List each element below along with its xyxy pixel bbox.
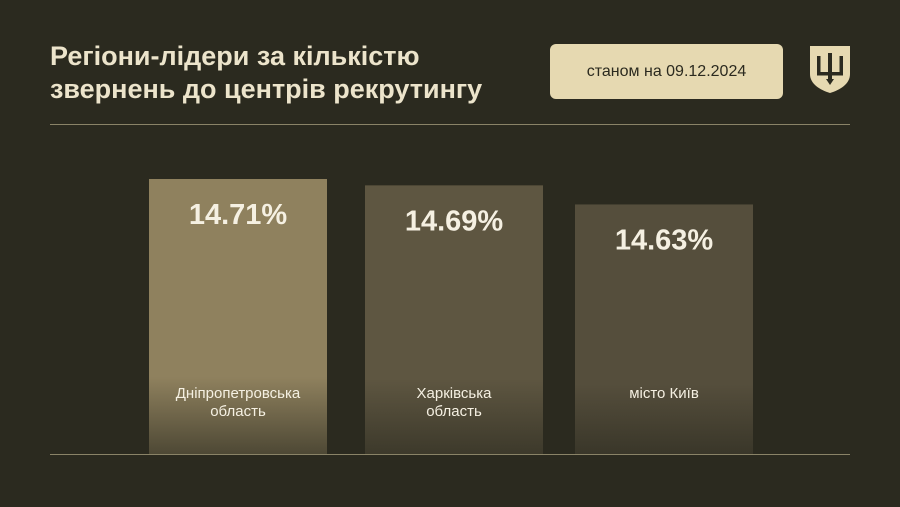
bar-category-label-0: Дніпропетровська область bbox=[176, 385, 301, 420]
top-divider bbox=[50, 124, 850, 125]
date-label: станом на 09.12.2024 bbox=[586, 62, 747, 80]
bar-category-label-1: Харківська область bbox=[417, 385, 493, 420]
bar-2 bbox=[575, 204, 753, 454]
bar-value-label-2: 14.63% bbox=[615, 224, 714, 256]
trident-shield-icon bbox=[810, 46, 850, 93]
bar-0 bbox=[149, 179, 327, 454]
bar-1 bbox=[365, 185, 543, 454]
bar-value-label-0: 14.71% bbox=[189, 199, 288, 231]
date-badge: станом на 09.12.2024 bbox=[550, 44, 783, 99]
bar-category-label-2: місто Київ bbox=[629, 385, 699, 402]
baseline bbox=[50, 454, 850, 455]
bar-value-label-1: 14.69% bbox=[405, 205, 504, 237]
page-title: Регіони-лідери за кількістю звернень до … bbox=[50, 41, 483, 104]
